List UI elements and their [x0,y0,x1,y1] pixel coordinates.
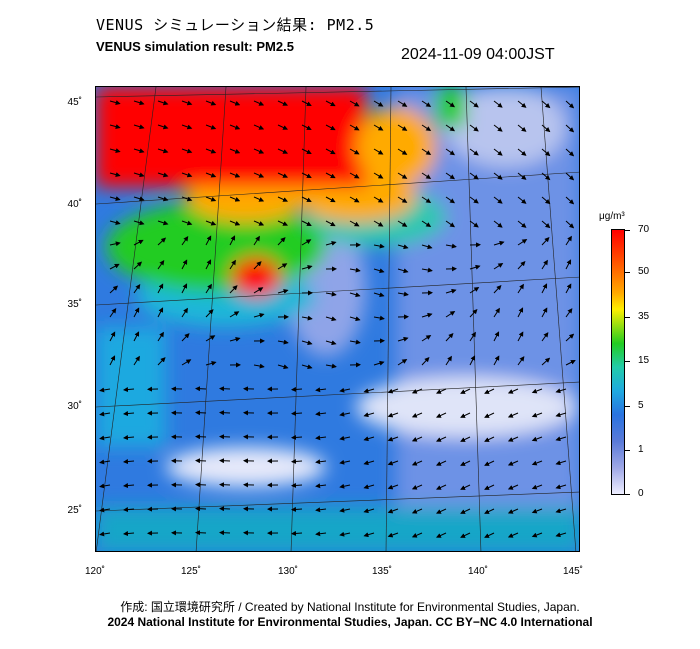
colorbar-label-35: 35 [638,311,650,322]
timestamp: 2024-11-09 04:00JST [401,46,555,63]
colorbar-label-1: 1 [638,444,644,455]
lat-label-45: 45˚ [67,97,82,108]
colorbar-label-70: 70 [638,224,650,235]
colorbar-label-0: 0 [638,488,644,499]
lon-label-135: 135˚ [372,566,393,577]
lat-label-35: 35˚ [67,299,82,310]
lon-label-125: 125˚ [181,566,202,577]
credit-line-2: 2024 National Institute for Environmenta… [107,615,593,629]
colorbar-label-15: 15 [638,355,650,366]
colorbar [611,229,625,495]
lon-label-130: 130˚ [278,566,299,577]
colorbar-unit: μg/m³ [599,211,625,222]
colorbar-label-5: 5 [638,400,644,411]
pm25-map [95,86,580,552]
lat-lon-grid [96,87,579,551]
map-canvas [96,87,579,551]
credit-line-1: 作成: 国立環境研究所 / Created by National Instit… [120,600,580,614]
lon-label-145: 145˚ [563,566,584,577]
lon-label-140: 140˚ [468,566,489,577]
wind-vectors [99,100,576,538]
title-english: VENUS simulation result: PM2.5 [96,39,294,54]
title-japanese: VENUS シミュレーション結果: PM2.5 [96,16,375,34]
lat-label-40: 40˚ [67,199,82,210]
colorbar-label-50: 50 [638,266,650,277]
lat-label-25: 25˚ [67,505,82,516]
lat-label-30: 30˚ [67,401,82,412]
lon-label-120: 120˚ [85,566,106,577]
